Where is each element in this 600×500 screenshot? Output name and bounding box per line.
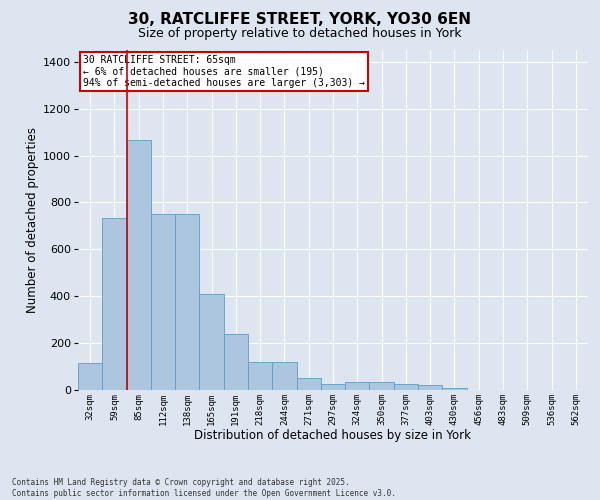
Bar [78,363,102,390]
Bar [296,378,321,390]
Bar [418,386,442,390]
Bar [272,362,296,390]
X-axis label: Distribution of detached houses by size in York: Distribution of detached houses by size … [194,429,472,442]
Text: Size of property relative to detached houses in York: Size of property relative to detached ho… [138,28,462,40]
Bar [224,334,248,390]
Bar [248,362,272,390]
Bar [102,218,127,390]
Bar [175,214,199,390]
Bar [370,382,394,390]
Bar [199,294,224,390]
Text: 30 RATCLIFFE STREET: 65sqm
← 6% of detached houses are smaller (195)
94% of semi: 30 RATCLIFFE STREET: 65sqm ← 6% of detac… [83,55,365,88]
Bar [345,382,370,390]
Bar [127,140,151,390]
Bar [151,214,175,390]
Bar [442,388,467,390]
Text: 30, RATCLIFFE STREET, YORK, YO30 6EN: 30, RATCLIFFE STREET, YORK, YO30 6EN [128,12,472,28]
Bar [394,384,418,390]
Text: Contains HM Land Registry data © Crown copyright and database right 2025.
Contai: Contains HM Land Registry data © Crown c… [12,478,396,498]
Y-axis label: Number of detached properties: Number of detached properties [26,127,39,313]
Bar [321,384,345,390]
